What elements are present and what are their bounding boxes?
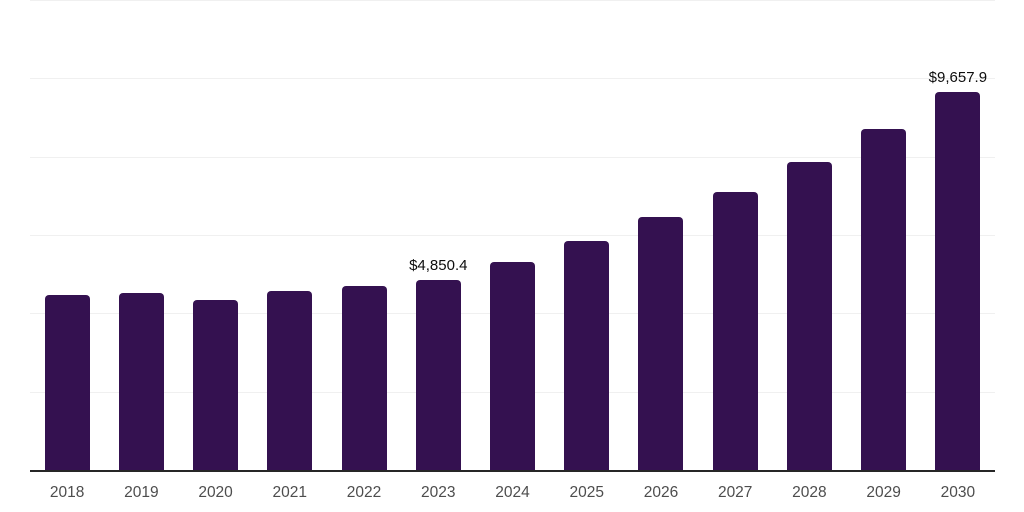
- x-axis-label: 2022: [346, 484, 382, 501]
- x-axis-label: 2018: [49, 484, 85, 501]
- x-axis-label: 2019: [124, 484, 159, 501]
- bar[interactable]: [935, 91, 981, 470]
- bar[interactable]: [118, 292, 164, 470]
- x-axis-labels: 2018 2019 2020 2021 2022 2023 2024 2025 2026 2027…: [30, 472, 995, 510]
- bar-value-label: $9,657.9: [928, 68, 988, 86]
- x-axis-label: 2024: [495, 484, 530, 501]
- bar[interactable]: [638, 217, 684, 470]
- bar-value-label: $4,850.4: [409, 257, 468, 275]
- x-axis-label: 2027: [717, 484, 753, 501]
- bar[interactable]: [786, 162, 832, 470]
- bar[interactable]: [415, 280, 461, 470]
- bar[interactable]: [490, 262, 535, 470]
- bar[interactable]: [712, 191, 758, 470]
- x-axis-label: 2023: [421, 484, 456, 501]
- bar[interactable]: [44, 295, 90, 470]
- x-axis-label: 2021: [272, 484, 308, 501]
- x-axis-label: 2029: [866, 484, 901, 501]
- gridline: [30, 78, 995, 80]
- x-axis-label: 2025: [569, 484, 604, 501]
- bar[interactable]: [193, 299, 239, 470]
- x-axis-label: 2030: [940, 484, 976, 501]
- x-axis-label: 2028: [792, 484, 827, 501]
- plot-area: $4,850.4 $9,657.9: [30, 0, 995, 472]
- gridline: [30, 0, 995, 1]
- bar[interactable]: [564, 241, 610, 470]
- gridline: [30, 235, 995, 236]
- x-axis-label: 2026: [643, 484, 679, 501]
- x-axis-label: 2020: [198, 484, 233, 501]
- bar[interactable]: [861, 129, 907, 470]
- bar[interactable]: [341, 286, 387, 470]
- bar[interactable]: [267, 291, 313, 470]
- gridline: [30, 156, 995, 158]
